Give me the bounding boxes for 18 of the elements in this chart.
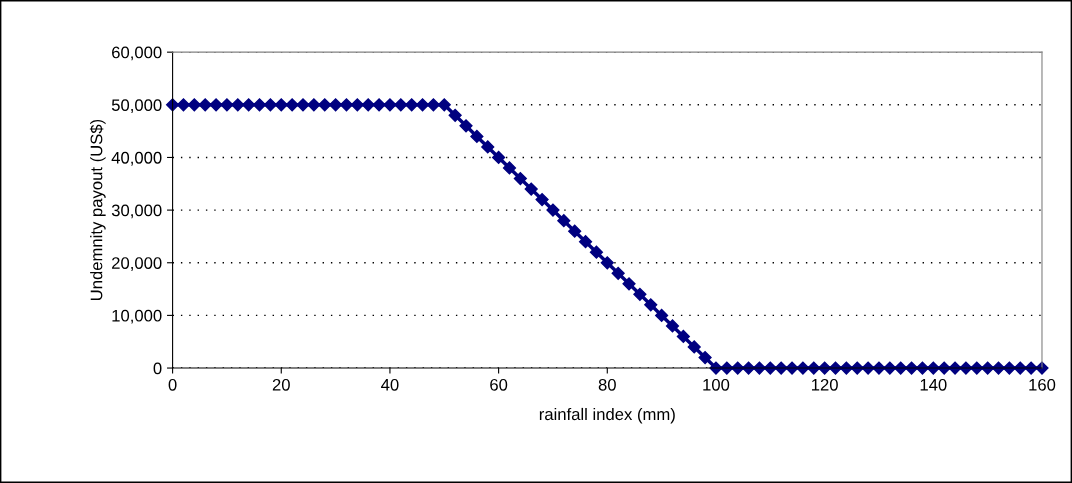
x-tick-label: 160 xyxy=(1029,378,1056,391)
x-tick-label: 120 xyxy=(812,378,838,391)
x-tick-label: 20 xyxy=(272,378,290,391)
y-axis-title: Undemnity payout (US$) xyxy=(89,119,106,301)
y-tick-label: 30,000 xyxy=(111,204,162,219)
y-tick-label: 60,000 xyxy=(112,46,162,61)
y-tick-label: 20,000 xyxy=(112,257,162,271)
x-tick-label: 100 xyxy=(703,378,730,391)
x-tick-label: 0 xyxy=(168,378,177,391)
y-tick-label: 10,000 xyxy=(112,309,162,324)
y-tick-label: 50,000 xyxy=(111,99,162,113)
x-tick-label: 60 xyxy=(490,378,508,391)
x-tick-label: 80 xyxy=(598,378,616,391)
y-tick-label: 40,000 xyxy=(111,151,162,166)
y-tick-label: 0 xyxy=(153,362,162,375)
x-tick-label: 40 xyxy=(381,378,399,391)
x-axis-title: rainfall index (mm) xyxy=(539,407,675,424)
x-tick-label: 140 xyxy=(920,378,947,391)
